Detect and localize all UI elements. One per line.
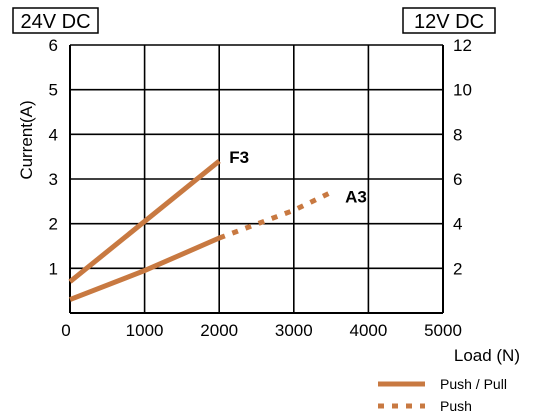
y2-tick-label-10: 10 [453,81,472,100]
y2-tick-label-2: 2 [453,259,462,278]
series-label-f3: F3 [229,148,249,167]
x-axis-title: Load (N) [454,346,520,365]
y2-tick-label-6: 6 [453,170,462,189]
x-tick-label-5000: 5000 [424,321,462,340]
series-label-a3: A3 [345,187,367,206]
y-tick-label-5: 5 [49,81,58,100]
series [68,159,333,302]
legend-label-dotted: Push [440,398,472,414]
right-axis-header-box [402,7,496,34]
y-tick-label-4: 4 [49,125,58,144]
x-tick-label-4000: 4000 [349,321,387,340]
y2-tick-label-4: 4 [453,215,462,234]
y2-tick-label-8: 8 [453,125,462,144]
legend: Push / Pull Push [378,376,507,414]
right-axis-header: 12V DC [414,11,484,33]
grid [70,44,444,313]
series-line-f3-solid [68,159,221,284]
x-tick-label-2000: 2000 [200,321,238,340]
left-axis-header-box [12,7,99,34]
legend-label-solid: Push / Pull [440,376,507,392]
left-axis-header: 24V DC [20,11,90,33]
x-tick-label-0: 0 [61,321,70,340]
x-tick-label-3000: 3000 [275,321,313,340]
y-tick-label-1: 1 [49,259,58,278]
series-labels: F3 A3 [229,148,367,206]
axes [69,45,444,314]
series-line-a3-solid [69,235,221,302]
y2-tick-label-12: 12 [453,36,472,55]
y-tick-label-3: 3 [49,170,58,189]
y-tick-label-6: 6 [49,36,58,55]
x-tick-label-1000: 1000 [126,321,164,340]
y-axis-title: Current(A) [17,100,36,179]
series-line-a3-dotted [218,190,333,241]
y-tick-label-2: 2 [49,215,58,234]
